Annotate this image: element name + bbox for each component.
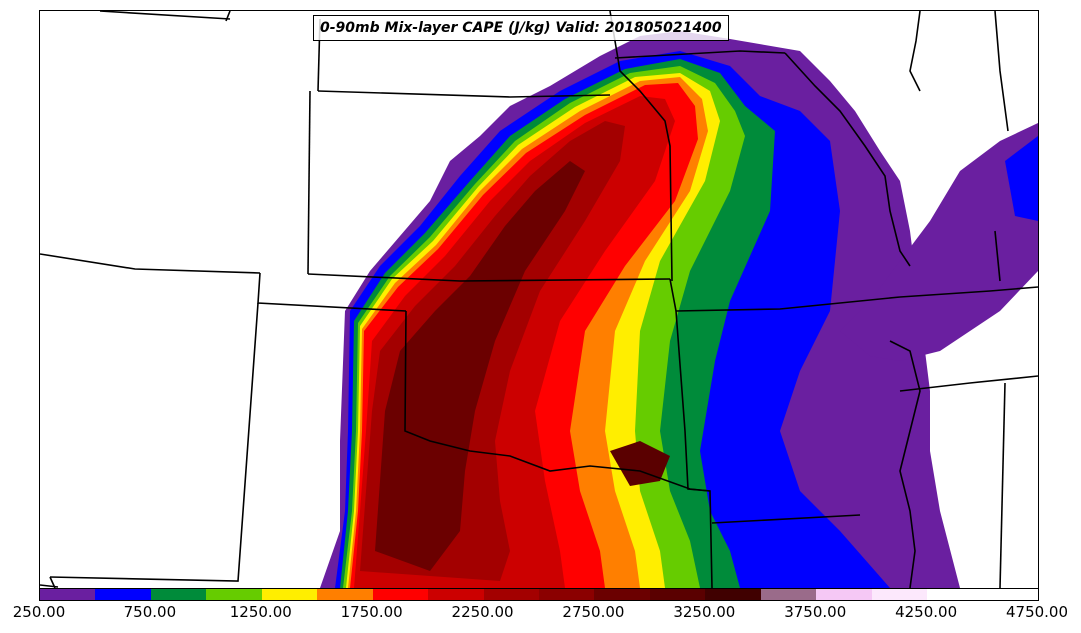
colorbar-segment [95, 589, 151, 600]
colorbar-tick-label: 4250.00 [895, 603, 958, 621]
boundary-line [899, 375, 1038, 392]
colorbar-tick-label: 250.00 [12, 603, 66, 621]
colorbar-segment [927, 589, 983, 600]
boundary-line [404, 310, 711, 492]
map-title: 0-90mb Mix-layer CAPE (J/kg) Valid: 2018… [313, 15, 729, 41]
colorbar-segment [372, 589, 429, 600]
boundary-line [909, 11, 921, 92]
boundary-line [225, 11, 231, 22]
colorbar [39, 588, 1039, 601]
colorbar-tick-label: 4750.00 [1005, 603, 1069, 621]
colorbar-segment [982, 589, 1038, 600]
boundary-line [99, 11, 231, 20]
boundary-line [669, 278, 713, 588]
colorbar-tick-label: 1250.00 [229, 603, 292, 621]
colorbar-tick-label: 2250.00 [451, 603, 514, 621]
state-boundaries [40, 11, 1038, 588]
colorbar-segment [206, 589, 262, 600]
boundary-line [307, 90, 311, 275]
boundary-line [609, 11, 673, 282]
colorbar-tick-label: 3250.00 [673, 603, 736, 621]
boundary-line [711, 514, 861, 524]
boundary-line [614, 50, 786, 59]
boundary-line [40, 584, 59, 588]
colorbar-segment [261, 589, 318, 600]
colorbar-ticks: 250.00 750.00 1250.00 1750.00 2250.00 2750.00… [0, 603, 1081, 625]
cape-fill-layers [320, 31, 1038, 588]
colorbar-segment [538, 589, 595, 600]
boundary-line [675, 296, 901, 312]
colorbar-tick-label: 1750.00 [340, 603, 403, 621]
cape-map [40, 11, 1038, 588]
boundary-line [994, 11, 1009, 132]
cape-fill-4750-east [610, 441, 670, 486]
boundary-line [40, 253, 261, 274]
boundary-line [994, 230, 1001, 282]
cape-fill-750-east [1005, 136, 1038, 221]
boundary-line [784, 52, 911, 267]
boundary-line [889, 340, 921, 588]
colorbar-tick-label: 2750.00 [562, 603, 625, 621]
colorbar-segment [40, 589, 96, 600]
colorbar-segment [649, 589, 706, 600]
colorbar-segment [428, 589, 484, 600]
colorbar-segment [760, 589, 817, 600]
colorbar-tick-label: 3750.00 [784, 603, 847, 621]
colorbar-tick-label: 750.00 [123, 603, 177, 621]
boundary-line [899, 286, 1038, 298]
colorbar-segment [483, 589, 539, 600]
cape-fill-250-east [840, 123, 1038, 361]
boundary-line [999, 382, 1006, 588]
colorbar-segment [150, 589, 207, 600]
cape-fill-4750 [375, 161, 585, 571]
colorbar-segment [317, 589, 373, 600]
colorbar-segment [594, 589, 650, 600]
boundary-line [317, 90, 611, 98]
boundary-line [49, 302, 259, 582]
colorbar-segment [816, 589, 872, 600]
map-panel [39, 10, 1039, 589]
colorbar-segment [705, 589, 761, 600]
colorbar-segment [871, 589, 927, 600]
boundary-line [307, 273, 671, 282]
